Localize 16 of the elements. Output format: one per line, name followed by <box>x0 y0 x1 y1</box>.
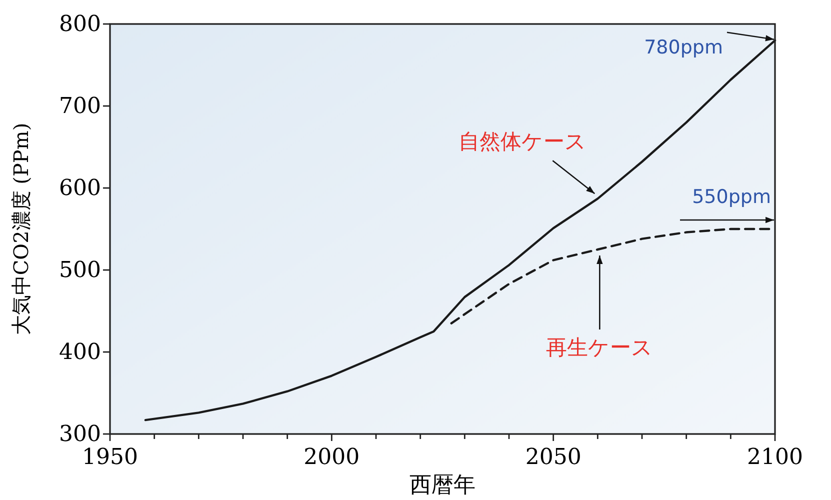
series-label: 自然体ケース <box>458 130 587 154</box>
x-tick-label: 1950 <box>82 445 138 470</box>
x-tick-label: 2050 <box>525 445 582 470</box>
x-tick-label: 2000 <box>304 445 360 470</box>
annotation: 550ppm <box>692 186 771 208</box>
y-tick-label: 500 <box>59 258 101 283</box>
x-tick-label: 2100 <box>747 445 803 470</box>
x-axis-title: 西暦年 <box>410 473 476 498</box>
text: 再生ケース <box>546 336 654 360</box>
y-tick-label: 600 <box>59 176 101 201</box>
y-axis-title: 大気中CO2濃度 (PPm) <box>9 122 33 336</box>
y-tick-label: 800 <box>59 12 101 37</box>
y-tick-label: 700 <box>59 94 101 119</box>
y-tick-label: 300 <box>59 422 101 447</box>
y-tick-label: 400 <box>59 340 101 365</box>
annotation: 780ppm <box>644 36 723 58</box>
